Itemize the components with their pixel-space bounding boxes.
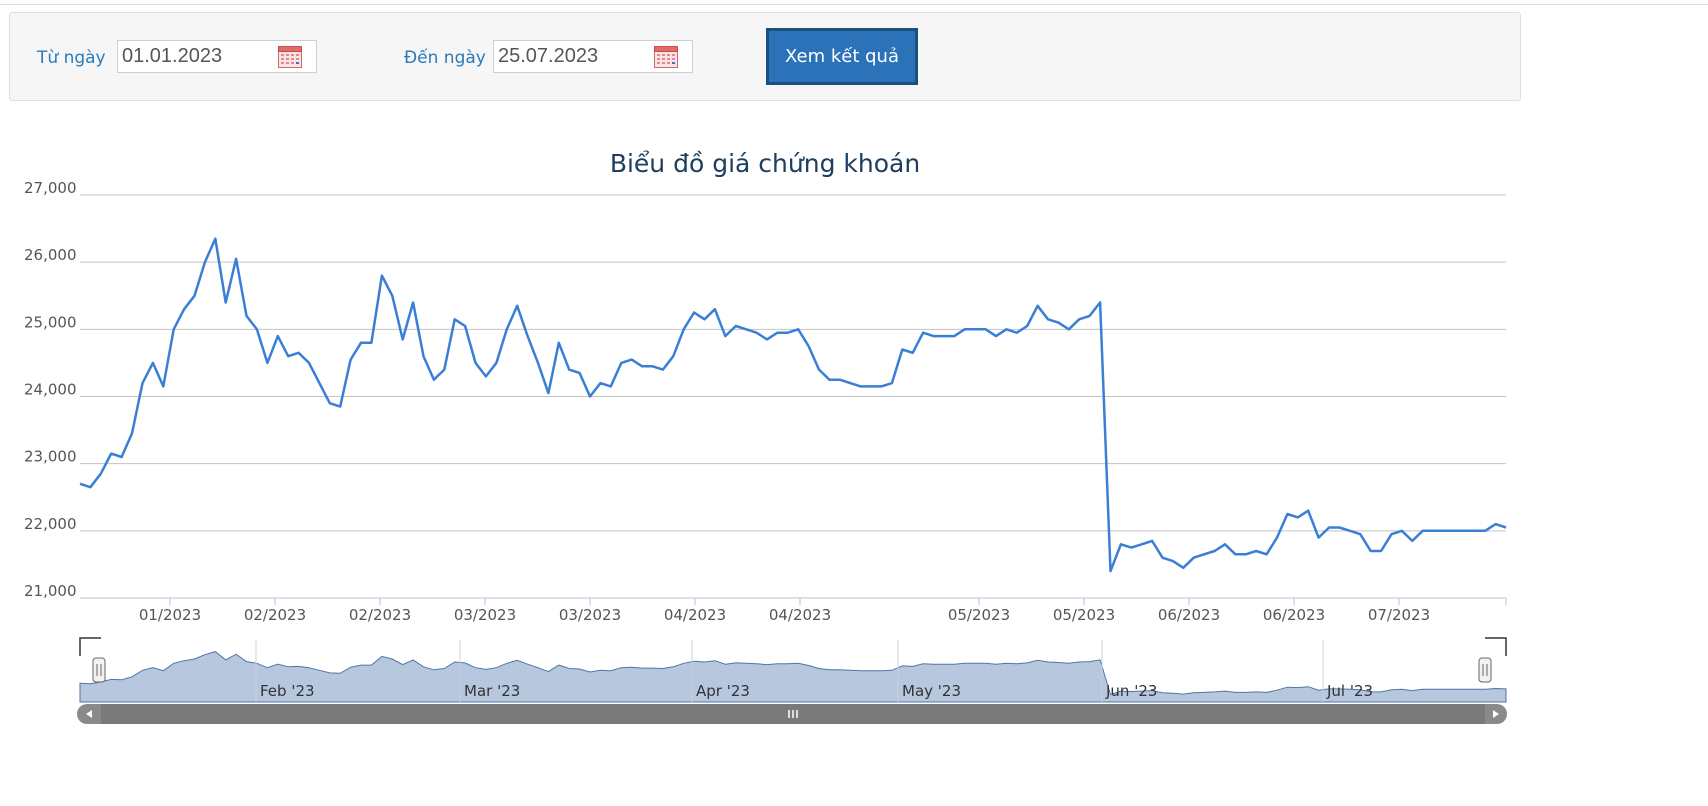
x-tick-label: 06/2023 xyxy=(1263,606,1325,624)
x-tick-label: 02/2023 xyxy=(244,606,306,624)
y-tick-label: 24,000 xyxy=(24,381,77,399)
y-grid xyxy=(80,194,1506,532)
navigator-handle-left[interactable] xyxy=(92,657,106,683)
y-tick-label: 23,000 xyxy=(24,448,77,466)
x-tick-label: 03/2023 xyxy=(454,606,516,624)
x-tick-label: 05/2023 xyxy=(948,606,1010,624)
navigator-label: Apr '23 xyxy=(696,682,750,700)
x-tick-label: 03/2023 xyxy=(559,606,621,624)
navigator-label: Feb '23 xyxy=(260,682,315,700)
navigator-label: May '23 xyxy=(902,682,961,700)
y-tick-label: 26,000 xyxy=(24,246,77,264)
scroll-right-arrow-icon[interactable] xyxy=(1493,710,1499,718)
x-tick-label: 02/2023 xyxy=(349,606,411,624)
y-tick-label: 22,000 xyxy=(24,515,77,533)
chart-title: Biểu đồ giá chứng khoán xyxy=(610,149,920,178)
y-tick-label: 21,000 xyxy=(24,582,77,600)
navigator-outline-left xyxy=(79,637,101,656)
x-axis: 01/2023 02/2023 02/2023 03/2023 03/2023 04/20… xyxy=(80,597,1507,624)
price-line xyxy=(79,237,1507,573)
scroll-left-arrow-icon[interactable] xyxy=(86,710,92,718)
to-date-box xyxy=(493,40,693,73)
x-tick-label: 04/2023 xyxy=(769,606,831,624)
x-tick-label: 06/2023 xyxy=(1158,606,1220,624)
navigator-label: Mar '23 xyxy=(464,682,520,700)
navigator-handle-right[interactable] xyxy=(1478,657,1492,683)
price-series xyxy=(79,237,1507,573)
x-tick-label: 04/2023 xyxy=(664,606,726,624)
from-date-input[interactable] xyxy=(122,44,272,69)
x-tick-label: 05/2023 xyxy=(1053,606,1115,624)
navigator-area xyxy=(79,651,1507,703)
y-axis-labels: 27,000 26,000 25,000 24,000 23,000 22,000 21,0… xyxy=(24,179,77,600)
navigator-label: Jul '23 xyxy=(1326,682,1373,700)
y-tick-label: 25,000 xyxy=(24,313,77,331)
from-date-label: Từ ngày xyxy=(37,48,106,68)
y-tick-label: 27,000 xyxy=(24,179,77,197)
navigator[interactable]: Feb '23 Mar '23 Apr '23 May '23 Jun '23 Jul '… xyxy=(79,637,1507,703)
from-date-box xyxy=(117,40,317,73)
view-results-button[interactable]: Xem kết quả xyxy=(766,28,918,85)
to-calendar-icon[interactable] xyxy=(654,45,678,68)
navigator-label: Jun '23 xyxy=(1105,682,1157,700)
scrollbar[interactable] xyxy=(77,704,1507,724)
to-date-input[interactable] xyxy=(498,44,648,69)
top-rule xyxy=(0,4,1708,5)
to-date-label: Đến ngày xyxy=(404,48,486,68)
x-tick-label: 07/2023 xyxy=(1368,606,1430,624)
stock-price-chart: Biểu đồ giá chứng khoán 27,000 26,000 25,0… xyxy=(24,149,1507,724)
x-tick-label: 01/2023 xyxy=(139,606,201,624)
navigator-outline-right xyxy=(1485,637,1507,656)
from-calendar-icon[interactable] xyxy=(278,45,302,68)
